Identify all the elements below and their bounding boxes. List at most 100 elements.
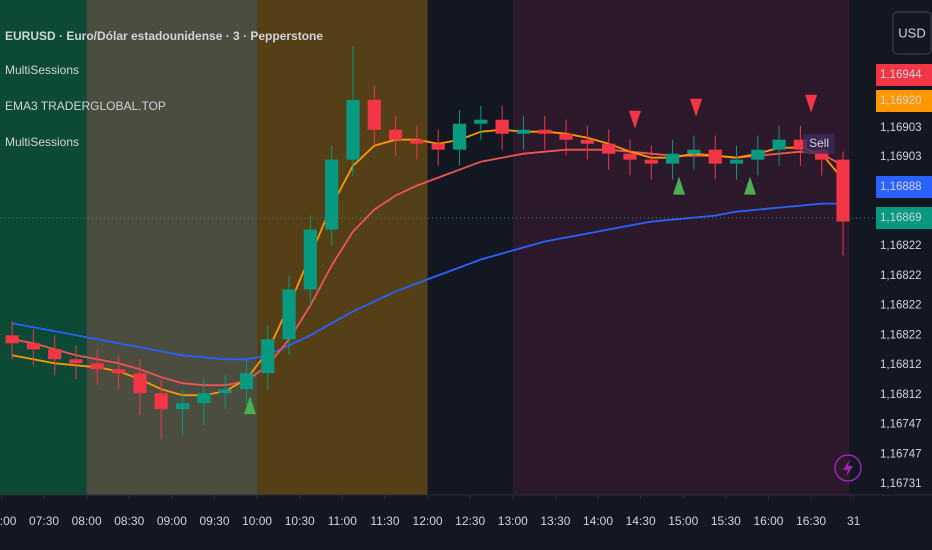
indicator-label: EMA3 TRADERGLOBAL.TOP bbox=[5, 99, 166, 113]
price-tag-bg bbox=[876, 207, 932, 229]
candle-body bbox=[239, 373, 254, 390]
candle-body bbox=[602, 143, 616, 154]
x-tick-label: 10:00 bbox=[242, 514, 272, 528]
candle-body bbox=[815, 149, 829, 160]
price-tag: 1,16747 bbox=[880, 419, 922, 431]
x-tick-label: 12:30 bbox=[455, 514, 485, 528]
x-tick-label: 16:30 bbox=[796, 514, 826, 528]
candle-body bbox=[388, 129, 403, 140]
candle-body bbox=[644, 159, 658, 164]
candle-body bbox=[154, 393, 168, 410]
x-tick-label: 11:00 bbox=[328, 514, 357, 528]
price-tag: 1,16869 bbox=[880, 212, 922, 224]
x-tick-label: 07:00 bbox=[0, 514, 17, 528]
candle-body bbox=[410, 139, 424, 144]
candle-body bbox=[69, 359, 83, 364]
candle-body bbox=[197, 393, 211, 404]
candle-body bbox=[26, 343, 40, 350]
candle-body bbox=[751, 149, 765, 160]
x-tick-label: 14:00 bbox=[583, 514, 613, 528]
candle-body bbox=[5, 335, 19, 344]
ema-line bbox=[11, 202, 843, 361]
candle-body bbox=[261, 339, 275, 374]
price-tag: 1,16822 bbox=[880, 270, 922, 282]
buy-signal bbox=[244, 396, 256, 415]
price-tag-bg bbox=[876, 90, 932, 112]
indicator-label: MultiSessions bbox=[5, 135, 79, 149]
candle-body bbox=[112, 369, 126, 374]
alert-ring bbox=[834, 454, 862, 482]
x-tick-label: 31 bbox=[847, 514, 861, 528]
candle-body bbox=[708, 149, 722, 164]
x-tick-label: 10:30 bbox=[285, 514, 315, 528]
price-tag: 1,16747 bbox=[880, 448, 922, 460]
candle-body bbox=[772, 139, 786, 150]
price-tag: 1,16903 bbox=[880, 151, 922, 163]
price-tag: 1,16812 bbox=[880, 359, 922, 371]
x-tick-label: 13:30 bbox=[540, 514, 570, 528]
sell-label-bg bbox=[803, 133, 836, 154]
candle-body bbox=[431, 143, 445, 150]
price-tag: 1,16944 bbox=[880, 69, 922, 81]
candle-body bbox=[516, 129, 531, 134]
sell-signal bbox=[805, 94, 818, 113]
price-tag: 1,16903 bbox=[880, 122, 922, 134]
price-tag-bg bbox=[876, 176, 932, 198]
x-tick-label: 09:00 bbox=[157, 514, 187, 528]
candle-body bbox=[559, 133, 573, 140]
x-tick-label: 16:00 bbox=[753, 514, 783, 528]
x-tick-label: 07:30 bbox=[29, 514, 59, 528]
x-tick-label: 09:30 bbox=[199, 514, 229, 528]
session-background bbox=[0, 0, 87, 495]
session-background bbox=[86, 0, 258, 495]
price-tag: 1,16822 bbox=[880, 300, 922, 312]
candle-body bbox=[90, 363, 104, 370]
price-tag: 1,16812 bbox=[880, 389, 922, 401]
ema-line bbox=[11, 148, 844, 387]
buy-signal bbox=[672, 176, 685, 195]
indicator-label: MultiSessions bbox=[5, 63, 79, 77]
symbol-title: EURUSD · Euro/Dólar estadounidense · 3 ·… bbox=[5, 29, 323, 43]
x-tick-label: 11:30 bbox=[370, 514, 399, 528]
sell-signal bbox=[690, 98, 703, 117]
price-tag: 1,16731 bbox=[880, 478, 922, 490]
x-tick-label: 13:00 bbox=[498, 514, 528, 528]
alert-bolt bbox=[843, 459, 853, 477]
x-tick-label: 15:30 bbox=[711, 514, 741, 528]
price-tag: 1,16888 bbox=[880, 181, 922, 193]
ema-line bbox=[11, 128, 844, 397]
candle-body bbox=[729, 159, 744, 164]
sell-signal bbox=[628, 110, 641, 129]
candle-body bbox=[623, 153, 637, 160]
currency-button[interactable] bbox=[892, 11, 932, 55]
candle-body bbox=[687, 149, 701, 154]
sell-label: Sell bbox=[809, 136, 829, 150]
candle-body bbox=[282, 289, 296, 340]
candle-body bbox=[218, 389, 232, 394]
buy-signal bbox=[744, 176, 756, 195]
candle-body bbox=[474, 119, 488, 124]
price-tag: 1,16920 bbox=[880, 95, 922, 107]
candle-body bbox=[665, 153, 680, 164]
price-tag-bg bbox=[876, 64, 932, 86]
session-background bbox=[512, 0, 850, 495]
candle-body bbox=[580, 139, 594, 144]
candle-body bbox=[175, 403, 190, 410]
candle-body bbox=[538, 129, 552, 134]
alert-icon[interactable] bbox=[834, 454, 862, 482]
plot-area: Sell bbox=[0, 0, 850, 495]
candle-body bbox=[495, 119, 509, 134]
candle-body bbox=[325, 159, 339, 230]
candle-body bbox=[346, 99, 360, 160]
price-tag: 1,16822 bbox=[880, 240, 922, 252]
x-tick-label: 08:00 bbox=[72, 514, 102, 528]
candle-body bbox=[836, 159, 850, 222]
candle-body bbox=[367, 99, 381, 130]
x-tick-label: 15:00 bbox=[668, 514, 698, 528]
candle-body bbox=[48, 349, 62, 360]
x-tick-label: 12:00 bbox=[413, 514, 443, 528]
candle-body bbox=[133, 373, 147, 394]
candle-body bbox=[303, 229, 317, 290]
x-tick-label: 08:30 bbox=[114, 514, 144, 528]
